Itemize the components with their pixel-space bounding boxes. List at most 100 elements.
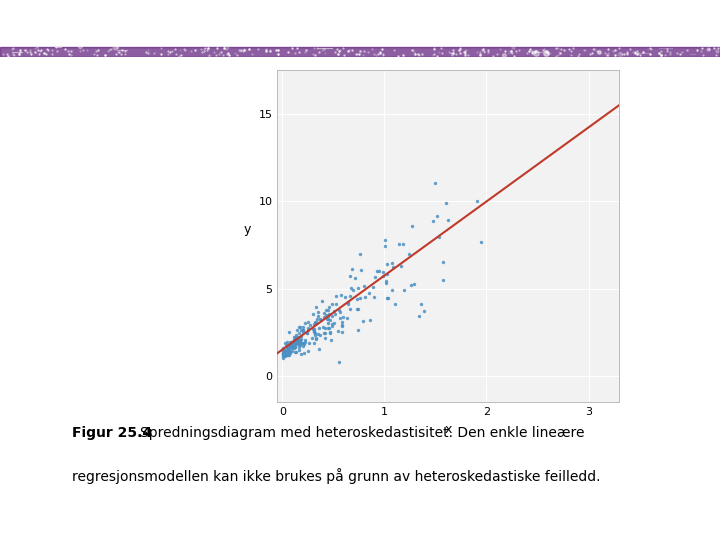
Circle shape [196,34,205,44]
Point [280,345,292,354]
Point [292,340,303,349]
Point [337,312,348,321]
Circle shape [203,46,207,50]
Point [354,294,366,302]
Circle shape [110,23,122,35]
Circle shape [572,29,582,38]
Point [319,329,330,338]
Circle shape [239,21,243,25]
Point [340,293,351,301]
Point [310,302,322,311]
Circle shape [509,28,515,33]
Point [310,318,321,326]
Point [320,334,331,343]
Point [282,342,293,350]
Circle shape [426,38,438,51]
Point [296,339,307,347]
Point [295,326,307,335]
Point [323,323,334,332]
Point [325,328,336,337]
Point [278,347,289,356]
Point [284,350,295,359]
Point [334,307,346,316]
Point [387,263,398,272]
Point [349,274,361,282]
Point [381,269,392,278]
Circle shape [683,28,694,40]
Point [351,305,362,313]
Point [284,328,295,336]
Point [334,313,346,322]
Point [279,352,291,360]
Point [359,282,370,291]
Circle shape [524,45,528,49]
Point [364,316,376,325]
Point [336,328,348,336]
Point [287,338,299,347]
Point [345,284,356,293]
Point [398,285,410,294]
Point [294,336,306,345]
Point [347,286,359,294]
Point [278,350,289,359]
Circle shape [146,38,149,40]
Circle shape [111,31,115,35]
Circle shape [283,29,292,38]
Circle shape [599,41,612,54]
Point [298,340,310,348]
Point [284,347,295,356]
Point [282,341,293,350]
Circle shape [96,25,98,28]
Point [279,348,290,357]
Point [303,339,315,348]
Circle shape [606,30,609,32]
Point [286,347,297,355]
Point [289,335,301,343]
Point [343,297,354,306]
Point [346,265,358,273]
Point [289,339,301,347]
Point [309,330,320,339]
Text: regresjonsmodellen kan ikke brukes på grunn av heteroskedastiske feilledd.: regresjonsmodellen kan ikke brukes på gr… [72,468,600,484]
Point [431,211,443,220]
Circle shape [659,45,665,52]
Point [443,215,454,224]
Circle shape [400,31,408,40]
Point [323,306,334,315]
Point [318,308,330,317]
Point [301,328,312,337]
Point [429,179,441,188]
Point [279,348,290,356]
Point [381,294,392,303]
Point [292,334,304,343]
Circle shape [545,45,557,57]
Point [291,336,302,345]
Point [294,339,306,348]
Point [342,299,354,308]
Circle shape [300,25,305,31]
Point [282,345,294,353]
Point [406,222,418,231]
Point [285,342,297,351]
Point [302,323,314,332]
Bar [0,46,720,57]
Point [282,345,294,353]
Point [299,336,310,345]
Circle shape [495,14,508,27]
Point [298,349,310,357]
Point [281,348,292,357]
Point [311,334,323,342]
Point [292,325,303,334]
Circle shape [356,38,363,45]
Circle shape [9,32,12,36]
Point [284,340,296,349]
Point [294,323,305,332]
Circle shape [665,16,678,29]
Point [289,342,301,351]
Point [328,307,340,315]
Point [327,319,338,328]
Point [316,297,328,306]
Circle shape [71,44,74,48]
Point [377,268,388,276]
Point [277,348,289,357]
